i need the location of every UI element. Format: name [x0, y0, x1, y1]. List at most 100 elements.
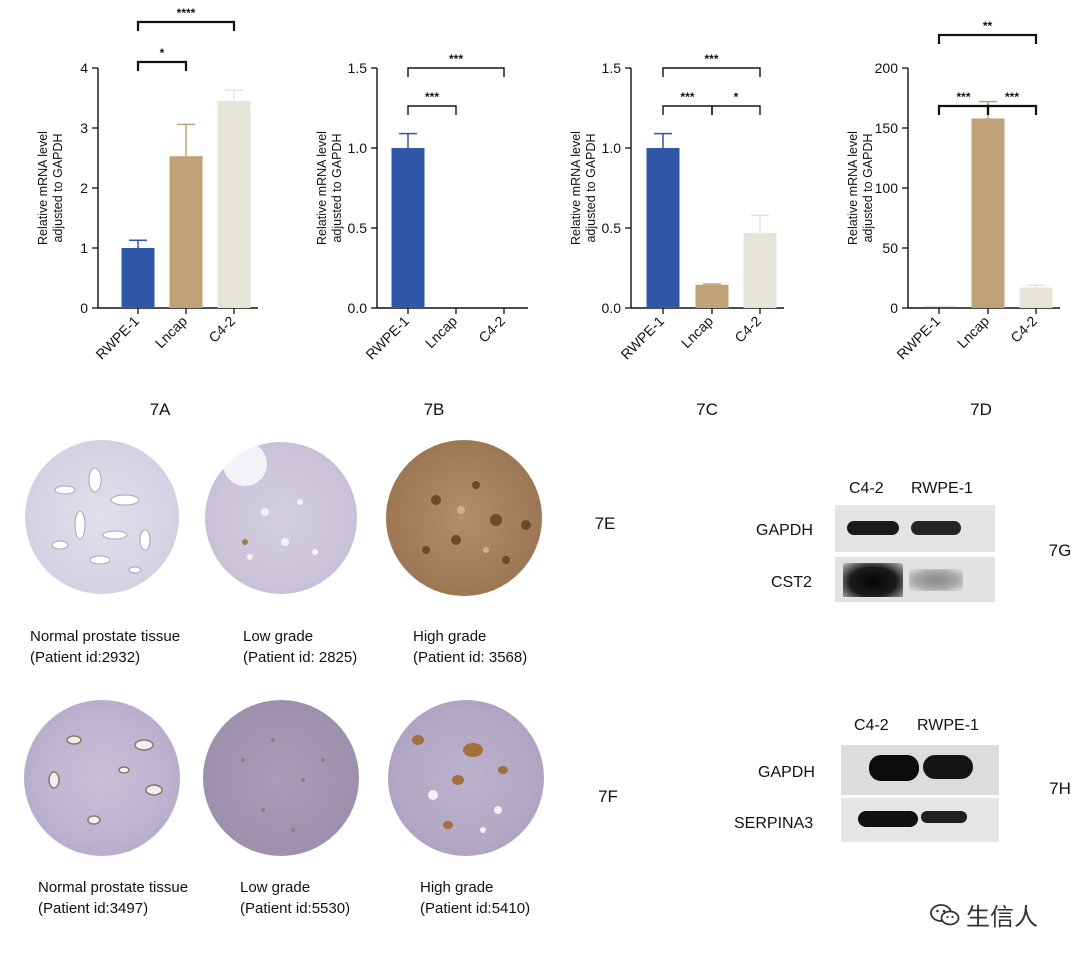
significance-bracket [407, 67, 505, 77]
ihc-image-high-f [388, 700, 544, 856]
significance-label: *** [704, 52, 718, 66]
blot-g-row-cst2: CST2 [771, 574, 812, 591]
blot-h-row-gapdh: GAPDH [758, 764, 815, 781]
y-tick-label: 0 [80, 300, 88, 316]
ihc-texture [48, 735, 163, 825]
caption-line: (Patient id: 3568) [413, 649, 528, 666]
caption-line: High grade [420, 879, 494, 896]
y-axis-label: Relative mRNA leveladjusted to GAPDH [36, 131, 65, 245]
significance-bracket [937, 104, 990, 115]
caption-line: High grade [413, 628, 487, 645]
y-axis-label: Relative mRNA leveladjusted to GAPDH [315, 131, 344, 245]
band [921, 811, 967, 823]
blot-h-row-serpina3: SERPINA3 [734, 815, 814, 832]
y-axis-label: Relative mRNA leveladjusted to GAPDH [846, 131, 875, 245]
x-tick-label: Lncap [954, 313, 992, 351]
chart-7c: 0.0 0.5 1.0 1.5 Relative mRNA leveladjusted … [569, 52, 784, 362]
blot-g-row-gapdh: GAPDH [756, 522, 813, 539]
panel-label-7e: 7E [594, 514, 616, 533]
significance-label: *** [680, 90, 694, 104]
bar [391, 148, 425, 308]
y-axis-label-line: Relative mRNA level [569, 131, 583, 245]
ihc-texture [223, 442, 318, 560]
bar [121, 248, 155, 308]
panel-label-7h: 7H [1049, 779, 1071, 798]
significance-label: * [160, 46, 165, 60]
blot-g-gapdh-strip [835, 505, 995, 552]
panel-label-7d: 7D [970, 400, 992, 419]
ihc-texture [422, 481, 531, 564]
bar [169, 156, 203, 308]
blot-g-lane-rwpe1: RWPE-1 [911, 480, 973, 497]
significance-label: *** [1005, 90, 1019, 104]
caption-low-f: Low grade (Patient id:5530) [240, 877, 350, 919]
band [911, 521, 961, 535]
y-axis-label-line: adjusted to GAPDH [330, 133, 344, 242]
caption-line: (Patient id:2932) [30, 649, 141, 666]
blot-h-serpina3-strip [841, 798, 999, 842]
significance-bracket [136, 60, 188, 71]
significance-label: ** [983, 19, 993, 33]
caption-line: Normal prostate tissue [30, 628, 181, 645]
y-tick-label: 4 [80, 60, 88, 76]
significance-label: *** [956, 90, 970, 104]
band [909, 569, 963, 591]
x-tick-label: RWPE-1 [893, 313, 943, 363]
bar [646, 148, 680, 308]
bar [922, 306, 956, 308]
y-axis-label-line: Relative mRNA level [846, 131, 860, 245]
panel-label-7c: 7C [696, 400, 718, 419]
panel-label-7b: 7B [423, 400, 445, 419]
significance-label: **** [177, 6, 196, 20]
significance-bracket [937, 33, 1038, 44]
y-tick-label: 1.5 [348, 60, 368, 76]
x-tick-label: RWPE-1 [92, 313, 142, 363]
y-axis-label-line: Relative mRNA level [315, 131, 329, 245]
significance-bracket [711, 105, 761, 115]
bar [217, 101, 251, 308]
chart-7b: 0.0 0.5 1.0 1.5 Relative mRNA leveladjusted … [315, 52, 528, 362]
y-tick-label: 0.0 [602, 300, 622, 316]
caption-normal-f: Normal prostate tissue (Patient id:3497) [38, 877, 188, 919]
band [847, 521, 899, 535]
significance-bracket [986, 104, 1038, 115]
significance-bracket [662, 105, 713, 115]
blot-g-cst2-strip [835, 557, 995, 602]
x-tick-label: Lncap [678, 313, 716, 351]
y-tick-label: 0.5 [602, 220, 622, 236]
x-tick-label: Lncap [152, 313, 190, 351]
chart-7d: 0 50 100 150 200 Relative mRNA leveladjusted … [846, 19, 1060, 362]
chart-7a: 0 1 2 3 4 Relative mRNA leveladjusted to GAPD… [36, 6, 258, 362]
caption-line: Low grade [243, 628, 314, 645]
x-tick-label: Lncap [422, 313, 460, 351]
caption-line: (Patient id:3497) [38, 900, 149, 917]
y-axis-label-line: adjusted to GAPDH [584, 133, 598, 242]
ihc-texture [412, 735, 508, 833]
blot-g-lane-c42: C4-2 [849, 480, 884, 497]
x-tick-label: C4-2 [731, 313, 764, 346]
caption-line: (Patient id:5530) [240, 900, 351, 917]
y-tick-label: 100 [875, 180, 899, 196]
watermark: 生信人 [930, 897, 1038, 934]
panel-label-7f: 7F [598, 787, 618, 806]
ihc-image-normal-f [24, 700, 180, 856]
y-axis-label: Relative mRNA leveladjusted to GAPDH [569, 131, 598, 245]
x-tick-label: C4-2 [205, 313, 238, 346]
ihc-texture [241, 738, 325, 832]
ihc-image-normal-e [25, 440, 179, 594]
band [858, 811, 918, 827]
bar [1019, 287, 1053, 308]
y-axis-label-line: Relative mRNA level [36, 131, 50, 245]
significance-label: * [734, 90, 739, 104]
bar [695, 284, 729, 308]
significance-bracket [407, 105, 457, 115]
significance-bracket [136, 20, 236, 31]
band [923, 755, 973, 779]
caption-line: (Patient id:5410) [420, 900, 531, 917]
x-tick-label: RWPE-1 [617, 313, 667, 363]
bar [743, 232, 777, 308]
significance-label: *** [449, 52, 463, 66]
y-tick-label: 1.0 [602, 140, 622, 156]
caption-line: Low grade [240, 879, 311, 896]
